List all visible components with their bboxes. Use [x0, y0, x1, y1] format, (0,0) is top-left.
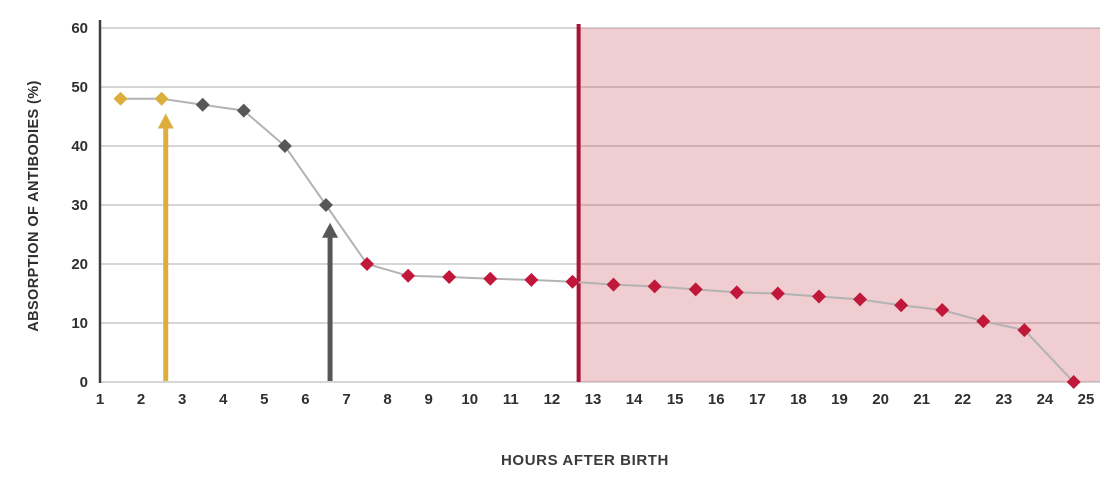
x-tick-label: 23: [995, 391, 1012, 408]
x-axis-label: HOURS AFTER BIRTH: [501, 452, 669, 469]
x-tick-label: 15: [667, 391, 684, 408]
gray-arrow-head: [322, 222, 339, 238]
x-tick-label: 3: [178, 391, 186, 408]
x-tick-label: 8: [383, 391, 391, 408]
data-point-marker: [894, 298, 909, 313]
x-tick-label: 21: [913, 391, 930, 408]
x-tick-label: 14: [626, 391, 643, 408]
x-tick-label: 11: [503, 391, 519, 408]
data-point-marker: [1017, 323, 1032, 338]
x-tick-label: 4: [219, 391, 228, 408]
x-tick-label: 12: [544, 391, 561, 408]
data-point-marker: [277, 139, 292, 153]
x-tick-label: 1: [96, 391, 104, 408]
x-tick-label: 18: [790, 391, 807, 408]
data-point-marker: [195, 97, 210, 112]
x-tick-label: 16: [708, 391, 725, 408]
data-point-marker: [688, 282, 703, 297]
data-point-marker: [770, 286, 785, 301]
x-tick-label: 19: [831, 391, 848, 408]
data-point-marker: [113, 91, 128, 106]
data-point-marker: [524, 272, 539, 287]
data-point-marker: [976, 314, 991, 329]
data-point-marker: [154, 91, 169, 106]
x-tick-label: 24: [1037, 391, 1054, 408]
y-tick-label: 20: [71, 256, 88, 273]
data-point-marker: [647, 279, 662, 294]
x-tick-label: 7: [342, 391, 350, 408]
data-point-marker: [853, 292, 868, 307]
data-point-marker: [318, 198, 333, 212]
data-point-marker: [360, 257, 375, 271]
x-tick-label: 17: [749, 391, 766, 408]
x-tick-label: 25: [1078, 391, 1095, 408]
y-tick-label: 10: [71, 315, 88, 332]
data-point-marker: [935, 303, 950, 318]
x-tick-label: 10: [461, 391, 478, 408]
data-point-marker: [236, 103, 251, 118]
x-tick-label: 22: [954, 391, 971, 408]
y-tick-label: 50: [71, 79, 88, 96]
y-tick-label: 60: [71, 20, 88, 37]
data-point-marker: [401, 268, 416, 283]
data-point-marker: [1066, 375, 1081, 389]
y-tick-label: 40: [71, 138, 88, 155]
x-tick-label: 13: [585, 391, 602, 408]
y-tick-label: 0: [80, 374, 88, 391]
data-point-marker: [729, 285, 744, 300]
gold-arrow-head: [157, 113, 174, 129]
data-point-marker: [565, 274, 580, 289]
data-point-marker: [811, 289, 826, 304]
x-tick-label: 9: [424, 391, 432, 408]
y-tick-label: 30: [71, 197, 88, 214]
data-point-marker: [606, 277, 621, 292]
data-point-marker: [442, 269, 457, 284]
data-point-marker: [483, 271, 498, 286]
x-tick-label: 2: [137, 391, 145, 408]
x-tick-label: 5: [260, 391, 268, 408]
x-tick-label: 6: [301, 391, 309, 408]
x-tick-label: 20: [872, 391, 889, 408]
series-line: [120, 97, 1075, 383]
shaded-region: [578, 28, 1100, 382]
